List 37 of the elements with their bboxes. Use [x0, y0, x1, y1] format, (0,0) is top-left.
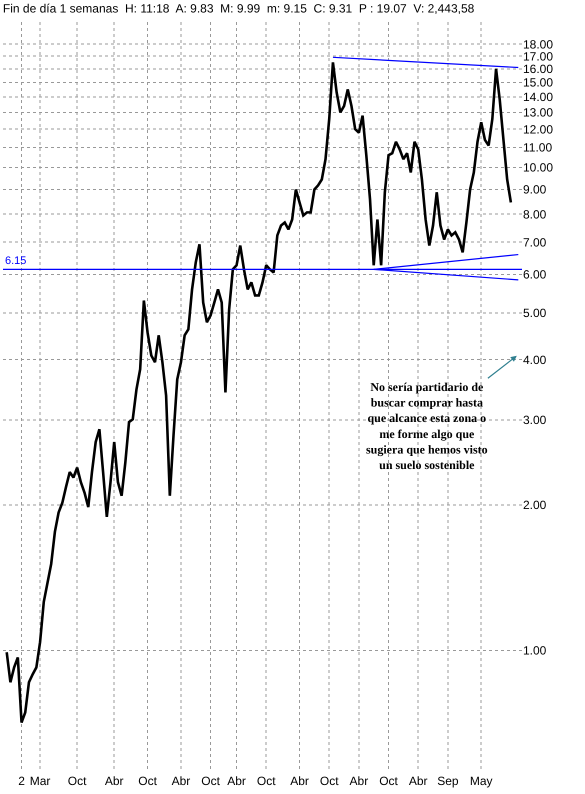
y-tick-label: 3.00 [523, 413, 547, 428]
y-tick-label: 4.00 [523, 352, 547, 367]
y-tick-label: 13.00 [523, 106, 554, 120]
y-tick-label: 7.00 [523, 235, 547, 250]
y-tick-label: 1.00 [523, 644, 547, 658]
x-tick-label: May [470, 774, 493, 788]
x-tick-label: Abr [350, 774, 368, 788]
y-tick-label: 9.00 [523, 182, 547, 197]
x-tick-label: Mar [30, 774, 50, 788]
x-tick-label: Oct [68, 774, 88, 788]
chart-title: Fin de día 1 semanas H: 11:18 A: 9.83 M: 9.99 m: 9.15 C: 9.31 P : 19.07 V: 2,443,58 [2, 1, 475, 16]
x-tick-label: Abr [408, 774, 428, 788]
x-tick-label: Oct [320, 774, 340, 788]
x-tick-label: Sep [437, 774, 459, 788]
y-tick-label: 10.00 [523, 160, 554, 175]
x-tick-label: Abr [172, 774, 190, 788]
x-tick-label: 2 [18, 774, 26, 788]
x-tick-label: Oct [201, 774, 221, 788]
ref-line-label: 6.15 [5, 255, 26, 267]
x-tick-label: Oct [256, 774, 276, 788]
annotation: No sería partidario de buscar comprar hasta que alcance esta zona o me forme algo que sugiera que hemos visto un suelo sostenible [366, 380, 488, 472]
x-tick-label: Abr [227, 774, 246, 788]
x-tick-label: Abr [290, 774, 309, 788]
y-tick-label: 5.00 [523, 306, 547, 320]
x-tick-label: Abr [104, 774, 124, 788]
y-tick-label: 15.00 [523, 76, 554, 90]
y-tick-label: 16.00 [523, 62, 554, 76]
x-tick-label: Oct [138, 774, 158, 788]
y-tick-label: 17.00 [523, 49, 554, 64]
y-tick-label: 2.00 [523, 498, 547, 512]
y-tick-label: 6.00 [523, 268, 547, 282]
x-tick-label: Oct [379, 774, 399, 788]
y-tick-label: 18.00 [523, 37, 554, 52]
y-tick-label: 11.00 [523, 140, 552, 155]
y-tick-label: 12.00 [523, 122, 554, 136]
y-tick-label: 14.00 [523, 90, 554, 104]
y-tick-label: 8.00 [523, 207, 547, 222]
